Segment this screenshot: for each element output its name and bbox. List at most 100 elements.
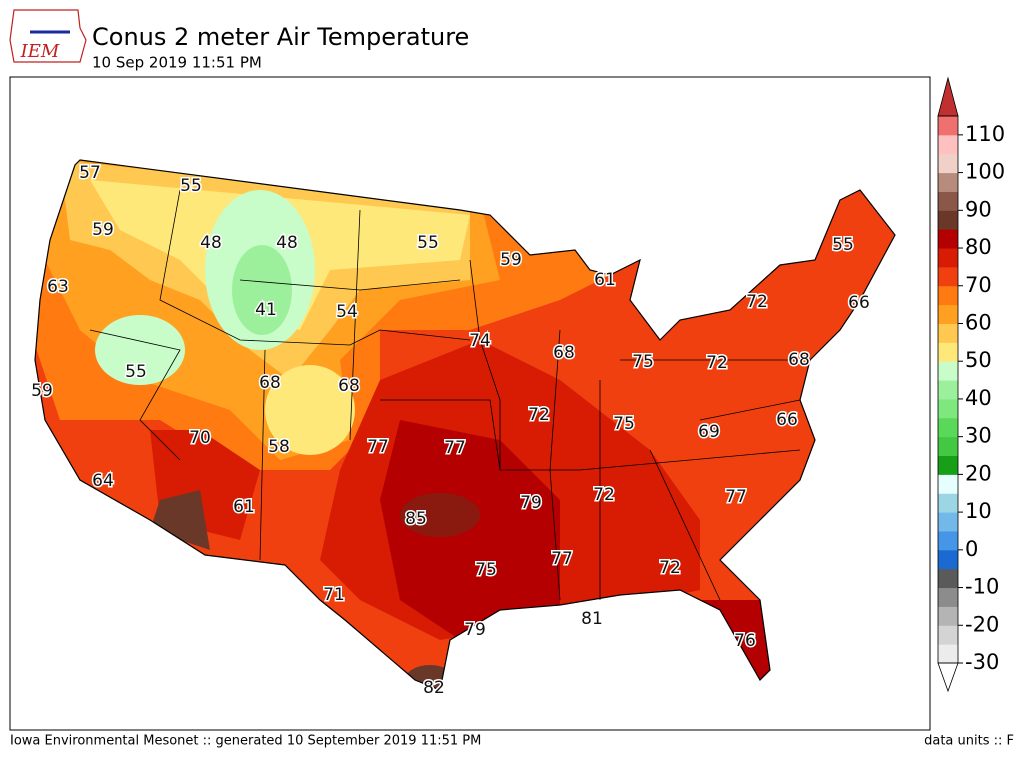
contour-label: 57 bbox=[79, 163, 101, 183]
colorbar-frame bbox=[937, 115, 959, 664]
contour-label: 79 bbox=[464, 620, 486, 640]
colorbar-tick-label: 30 bbox=[965, 424, 992, 448]
contour-label: 59 bbox=[500, 250, 522, 270]
colorbar-band bbox=[938, 398, 958, 419]
contour-label: 77 bbox=[367, 437, 389, 457]
colorbar-tick-label: 0 bbox=[965, 537, 978, 561]
contour-label: 61 bbox=[233, 497, 255, 517]
colorbar-over bbox=[937, 76, 959, 117]
contour-label: 59 bbox=[92, 220, 114, 240]
colorbar-tick-label: 110 bbox=[965, 122, 1005, 146]
colorbar-band bbox=[938, 323, 958, 343]
contour-label: 77 bbox=[444, 438, 466, 458]
colorbar-band bbox=[938, 455, 958, 475]
colorbar-tick-label: 60 bbox=[965, 310, 992, 334]
contour-label: 66 bbox=[848, 293, 870, 313]
contour-label: 69 bbox=[698, 422, 720, 442]
colorbar-band bbox=[938, 248, 958, 268]
contour-label: 58 bbox=[268, 437, 290, 457]
colorbar-band bbox=[938, 417, 958, 438]
contour-label: 68 bbox=[259, 373, 281, 393]
contour-label: 79 bbox=[520, 493, 542, 513]
colorbar-tick-label: 50 bbox=[965, 348, 992, 372]
contour-label: 74 bbox=[469, 331, 491, 351]
colorbar-tick-label: 70 bbox=[965, 273, 992, 297]
contour-label: 72 bbox=[659, 558, 681, 578]
contour-labels: 57 55 59 48 48 55 59 61 55 63 41 54 72 66 74 68 75 72 68 55… bbox=[30, 162, 872, 700]
colorbar-band bbox=[938, 172, 958, 192]
contour-label: 75 bbox=[613, 414, 635, 434]
colorbar-tick-label: -30 bbox=[965, 650, 999, 674]
contour-label: 68 bbox=[788, 350, 810, 370]
colorbar-under bbox=[937, 662, 959, 693]
contour-label: 63 bbox=[47, 277, 69, 297]
contour-label: 71 bbox=[323, 585, 345, 605]
colorbar-band bbox=[938, 587, 958, 607]
state-borders bbox=[89, 189, 810, 601]
colorbar-band bbox=[938, 285, 958, 306]
us-outline bbox=[34, 159, 896, 691]
colorbar-band bbox=[938, 304, 958, 324]
contour-label: 59 bbox=[31, 381, 53, 401]
logo-text: IEM bbox=[20, 41, 60, 62]
contour-label: 61 bbox=[594, 270, 616, 290]
colorbar-band bbox=[938, 361, 958, 381]
contour-label: 81 bbox=[581, 609, 603, 629]
contour-label: 72 bbox=[528, 405, 550, 425]
contour-label: 55 bbox=[125, 362, 147, 382]
colorbar-tick-label: 80 bbox=[965, 235, 992, 259]
colorbar-tick-label: 20 bbox=[965, 461, 992, 485]
footer-left: Iowa Environmental Mesonet :: generated … bbox=[10, 734, 481, 749]
contour-label: 48 bbox=[276, 233, 298, 253]
colorbar-band bbox=[938, 568, 958, 589]
colorbar-band bbox=[938, 474, 958, 494]
contour-label: 68 bbox=[338, 376, 360, 396]
colorbar-band bbox=[938, 625, 958, 645]
colorbar-band bbox=[938, 606, 958, 626]
contour-label: 77 bbox=[725, 487, 747, 507]
contour-label: 54 bbox=[336, 302, 358, 322]
logo: IEM bbox=[9, 9, 87, 63]
colorbar-tick-label: 90 bbox=[965, 197, 992, 221]
colorbar-band bbox=[938, 134, 958, 155]
colorbar-tick-label: 40 bbox=[965, 386, 992, 410]
colorbar-band bbox=[938, 210, 958, 230]
contour-label: 48 bbox=[200, 233, 222, 253]
colorbar-tick-label: 100 bbox=[965, 160, 1005, 184]
subtitle: 10 Sep 2019 11:51 PM bbox=[92, 54, 262, 72]
contour-label: 75 bbox=[632, 352, 654, 372]
contour-label: 55 bbox=[832, 235, 854, 255]
contour-label: 85 bbox=[405, 509, 427, 529]
colorbar-band bbox=[938, 436, 958, 457]
contour-label: 72 bbox=[593, 485, 615, 505]
contour-label: 72 bbox=[706, 353, 728, 373]
colorbar-band bbox=[938, 266, 958, 287]
contour-label: 66 bbox=[776, 410, 798, 430]
colorbar-band bbox=[938, 380, 958, 400]
contour-label: 68 bbox=[553, 343, 575, 363]
contour-label: 64 bbox=[92, 471, 114, 491]
contour-label: 41 bbox=[255, 300, 277, 320]
colorbar-band bbox=[938, 153, 958, 174]
colorbar: -30 -20 -10 0 10 20 30 40 50 60 70 80 90 100 110 bbox=[937, 76, 1005, 693]
contour-label: 76 bbox=[734, 631, 756, 651]
contour-label: 77 bbox=[551, 549, 573, 569]
title: Conus 2 meter Air Temperature bbox=[92, 23, 469, 51]
colorbar-band bbox=[938, 493, 958, 513]
contour-label: 70 bbox=[189, 428, 211, 448]
colorbar-band bbox=[938, 342, 958, 362]
contour-label: 75 bbox=[475, 560, 497, 580]
colorbar-band bbox=[938, 644, 958, 664]
colorbar-tick-label: 10 bbox=[965, 499, 992, 523]
footer-right: data units :: F bbox=[924, 734, 1014, 749]
contour-label: 82 bbox=[423, 678, 445, 698]
colorbar-tick-label: -10 bbox=[965, 575, 999, 599]
colorbar-tick-label: -20 bbox=[965, 612, 999, 636]
colorbar-band bbox=[938, 191, 958, 211]
colorbar-band bbox=[938, 512, 958, 532]
colorbar-band bbox=[938, 530, 958, 551]
contour-label: 55 bbox=[417, 233, 439, 253]
contour-label: 55 bbox=[180, 176, 202, 196]
